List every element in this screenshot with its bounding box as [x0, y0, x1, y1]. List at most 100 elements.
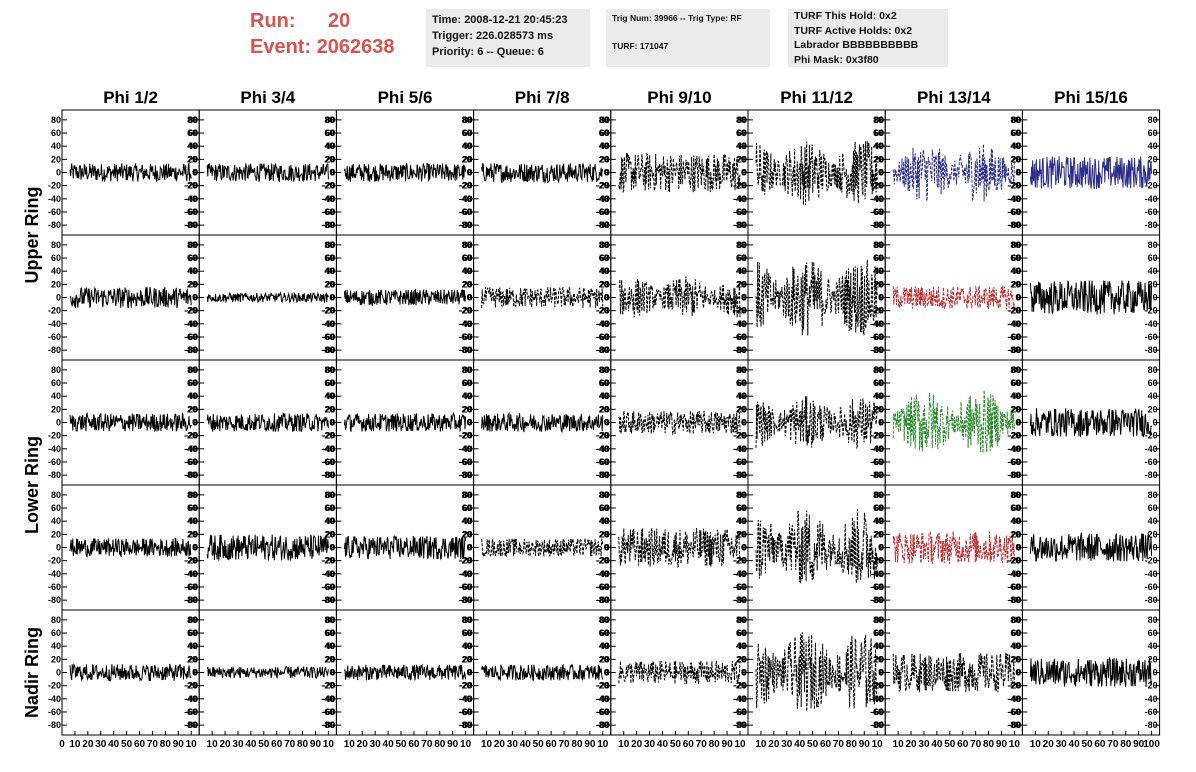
y-tick-label: 0	[330, 668, 335, 678]
y-tick-label: -60	[460, 582, 473, 592]
y-tick-label: -40	[48, 319, 61, 329]
y-tick-label: -60	[1145, 207, 1158, 217]
y-tick-label: 0	[605, 543, 610, 553]
y-tick-label: -60	[48, 582, 61, 592]
y-tick-label: -60	[596, 457, 609, 467]
y-tick-label: 80	[1010, 615, 1020, 625]
y-tick-label: 80	[1148, 115, 1158, 125]
y-tick-label: -20	[871, 556, 884, 566]
y-tick-label: -80	[1007, 470, 1020, 480]
y-tick-label: -20	[185, 181, 198, 191]
y-tick-label: -40	[1008, 194, 1021, 204]
y-tick-label: -40	[870, 569, 883, 579]
y-tick-label: 0	[879, 418, 884, 428]
y-tick-label: -40	[460, 319, 473, 329]
y-tick-label: -60	[1008, 707, 1021, 717]
y-tick-label: 80	[737, 490, 747, 500]
waveform-trace	[892, 390, 1015, 454]
y-tick-label: -20	[1008, 306, 1021, 316]
waveform-panel: -80 -80 -60 -60 -40 -40 -20 -20 0 0 20 20 40 40 60 60 80…	[460, 359, 612, 486]
y-tick-label: 20	[600, 279, 610, 289]
y-tick-label: -20	[1007, 431, 1020, 441]
y-tick-label: 40	[1010, 266, 1020, 276]
y-tick-label: -20	[870, 431, 883, 441]
waveform-panel: -80 -80 -60 -60 -40 -40 -20 -20 0 0 20 20 40 40 60 60 80…	[871, 359, 1023, 486]
y-tick-label: -60	[596, 707, 609, 717]
y-tick-label: -40	[733, 319, 746, 329]
y-tick-label: 40	[187, 641, 197, 651]
y-tick-label: -80	[871, 720, 884, 730]
y-tick-label: -60	[870, 207, 883, 217]
y-tick-label: -60	[48, 207, 61, 217]
x-tick-label: 50	[258, 739, 270, 750]
y-tick-label: 20	[1148, 154, 1158, 164]
y-tick-label: -80	[460, 720, 473, 730]
y-tick-label: -80	[871, 220, 884, 230]
y-tick-label: 40	[1148, 141, 1158, 151]
y-tick-label: 40	[462, 641, 472, 651]
y-tick-label: -20	[734, 306, 747, 316]
y-tick-label: 60	[462, 128, 472, 138]
y-tick-label: 0	[468, 168, 473, 178]
y-tick-label: 40	[736, 516, 746, 526]
x-tick-label: 70	[147, 739, 159, 750]
y-tick-label: -20	[597, 431, 610, 441]
y-tick-label: -60	[459, 457, 472, 467]
y-tick-label: 20	[600, 404, 610, 414]
y-tick-label: -80	[322, 595, 335, 605]
y-tick-label: 20	[1010, 279, 1020, 289]
trig-num-line: Trig Num: 39966 -- Trig Type: RF	[612, 13, 742, 23]
ring-label: Lower Ring	[22, 436, 42, 534]
waveform-trace	[755, 141, 878, 205]
y-tick-label: -40	[596, 194, 609, 204]
waveform-trace	[206, 534, 329, 561]
y-tick-label: -40	[459, 694, 472, 704]
y-tick-label: 20	[463, 404, 473, 414]
waveform-trace	[69, 286, 192, 309]
waveform-panel: -80 -80 -60 -60 -40 -40 -20 -20 0 0 20 20 40 40 60 60 80…	[734, 234, 886, 361]
run-value: 20	[328, 10, 351, 32]
y-tick-label: 60	[187, 503, 197, 513]
y-tick-label: -40	[321, 569, 334, 579]
waveform-panel: -80 -80 -60 -60 -40 -40 -20 -20 0 0 20 20 40 40 60 60 80…	[871, 484, 1023, 611]
y-tick-label: 20	[463, 654, 473, 664]
y-tick-label: -80	[1008, 345, 1021, 355]
y-tick-label: 60	[463, 628, 473, 638]
y-tick-label: -60	[460, 207, 473, 217]
y-tick-label: 0	[742, 168, 747, 178]
y-tick-label: 20	[51, 404, 61, 414]
y-tick-label: 20	[600, 654, 610, 664]
y-tick-label: -80	[597, 345, 610, 355]
y-tick-label: -80	[185, 720, 198, 730]
y-tick-label: -60	[185, 207, 198, 217]
y-tick-label: -60	[596, 207, 609, 217]
y-tick-label: -40	[1007, 444, 1020, 454]
y-tick-label: -60	[184, 707, 197, 717]
x-tick-label: 10	[186, 739, 198, 750]
x-tick-label: 10	[755, 739, 767, 750]
x-tick-label: 60	[408, 739, 420, 750]
y-tick-label: -40	[1007, 194, 1020, 204]
y-tick-label: -60	[321, 457, 334, 467]
y-tick-label: 80	[187, 115, 197, 125]
y-tick-label: 40	[188, 641, 198, 651]
y-tick-label: 40	[1010, 141, 1020, 151]
x-tick-label: 60	[134, 739, 146, 750]
y-tick-label: 60	[874, 378, 884, 388]
waveform-panel: -80 -80 -60 -60 -40 -40 -20 -20 0 0 20 20 40 40 60 60 80…	[1008, 109, 1161, 236]
y-tick-label: -80	[1007, 345, 1020, 355]
y-tick-label: -80	[871, 470, 884, 480]
y-tick-label: -40	[321, 444, 334, 454]
y-tick-label: 0	[467, 293, 472, 303]
y-tick-label: 20	[325, 654, 335, 664]
y-tick-label: -40	[321, 319, 334, 329]
y-tick-label: 60	[874, 253, 884, 263]
x-tick-label: 40	[657, 739, 669, 750]
y-tick-label: 80	[188, 615, 198, 625]
y-tick-label: 0	[330, 543, 335, 553]
y-tick-label: -60	[459, 207, 472, 217]
y-tick-label: 20	[462, 279, 472, 289]
turf-info-box: TURF This Hold: 0x2 TURF Active Holds: 0…	[788, 9, 948, 67]
y-tick-label: -20	[596, 306, 609, 316]
y-tick-label: 0	[605, 668, 610, 678]
